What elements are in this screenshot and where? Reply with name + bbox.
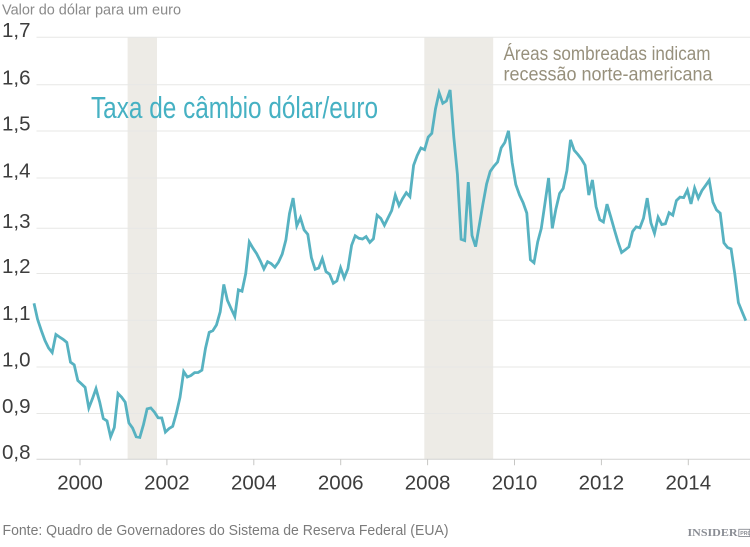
svg-text:1,3: 1,3 [2,210,31,233]
svg-text:2010: 2010 [492,471,538,494]
svg-text:PRO: PRO [740,531,750,537]
svg-text:1,7: 1,7 [2,19,31,42]
svg-text:2008: 2008 [405,471,451,494]
svg-text:1,0: 1,0 [2,349,31,372]
svg-text:1,6: 1,6 [2,67,31,90]
svg-text:2000: 2000 [57,471,103,494]
svg-text:1,2: 1,2 [2,255,31,278]
svg-text:2002: 2002 [144,471,190,494]
svg-text:2004: 2004 [231,471,277,494]
svg-text:Áreas sombreadas indicam: Áreas sombreadas indicam [504,44,711,65]
svg-text:Valor do dólar para um euro: Valor do dólar para um euro [2,2,181,19]
svg-text:2012: 2012 [579,471,625,494]
svg-text:recessão norte-americana: recessão norte-americana [504,64,713,85]
svg-text:INSIDER: INSIDER [688,528,739,539]
svg-text:2014: 2014 [665,471,711,494]
svg-text:0,8: 0,8 [2,441,31,464]
svg-text:Fonte: Quadro de Governadores: Fonte: Quadro de Governadores do Sistema… [3,522,449,539]
svg-text:Taxa de câmbio dólar/euro: Taxa de câmbio dólar/euro [91,90,378,125]
svg-text:1,5: 1,5 [2,113,31,136]
svg-text:0,9: 0,9 [2,395,31,418]
svg-text:1,1: 1,1 [2,302,31,325]
svg-text:2006: 2006 [318,471,364,494]
svg-text:1,4: 1,4 [2,160,31,183]
